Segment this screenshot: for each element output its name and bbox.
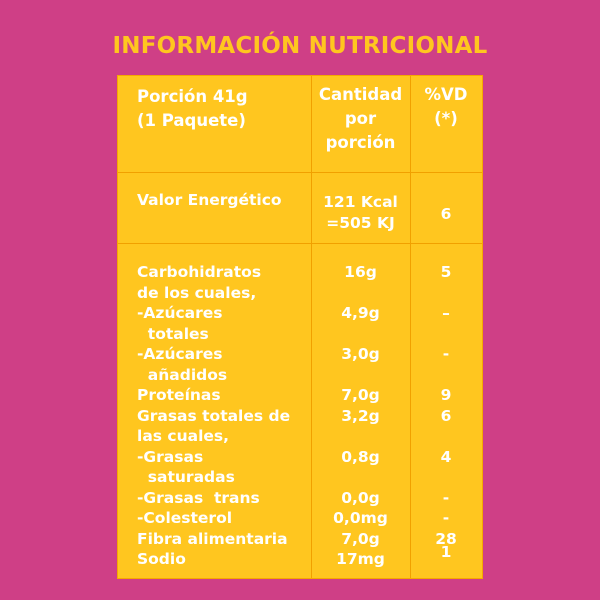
dv-grasas-saturadas: 4 — [440, 448, 452, 466]
dv-grasas-totales: 6 — [440, 407, 452, 425]
nutrition-table: Porción 41g (1 Paquete) Cantidad por por… — [117, 75, 483, 579]
amount-proteinas: 7,0g — [341, 386, 380, 404]
dv-azucares-totales: – — [442, 304, 450, 322]
dv-fibra: 28 — [435, 530, 457, 548]
energy-amount: 121 Kcal =505 KJ — [323, 193, 398, 232]
nutrient-labels: Carbohidratos de los cuales, -Azúcares t… — [137, 263, 291, 568]
column-divider — [410, 76, 411, 578]
amount-carbohidratos: 16g — [344, 263, 377, 281]
amount-grasas-saturadas: 0,8g — [341, 448, 380, 466]
amount-sodio: 17mg — [336, 550, 385, 568]
row-divider — [118, 172, 482, 173]
row-divider — [118, 243, 482, 244]
portion-header: Porción 41g (1 Paquete) — [137, 87, 248, 130]
dv-grasas-trans: - — [442, 489, 450, 507]
amount-fibra: 7,0g — [341, 530, 380, 548]
amount-grasas-totales: 3,2g — [341, 407, 380, 425]
dv-azucares-anadidos: - — [442, 345, 450, 363]
amount-azucares-anadidos: 3,0g — [341, 345, 380, 363]
energy-dv: 6 — [440, 205, 452, 223]
dv-colesterol: - — [442, 509, 450, 527]
amount-colesterol: 0,0mg — [333, 509, 388, 527]
dv-sodio: 1 — [440, 543, 452, 561]
amount-header: Cantidad por porción — [318, 85, 403, 152]
nutrition-title: INFORMACIÓN NUTRICIONAL — [112, 33, 488, 59]
dv-proteinas: 9 — [440, 386, 452, 404]
energy-label: Valor Energético — [137, 191, 282, 209]
amount-azucares-totales: 4,9g — [341, 304, 380, 322]
column-divider — [311, 76, 312, 578]
dv-header: %VD (*) — [424, 85, 468, 128]
amount-grasas-trans: 0,0g — [341, 489, 380, 507]
dv-carbohidratos: 5 — [440, 263, 452, 281]
